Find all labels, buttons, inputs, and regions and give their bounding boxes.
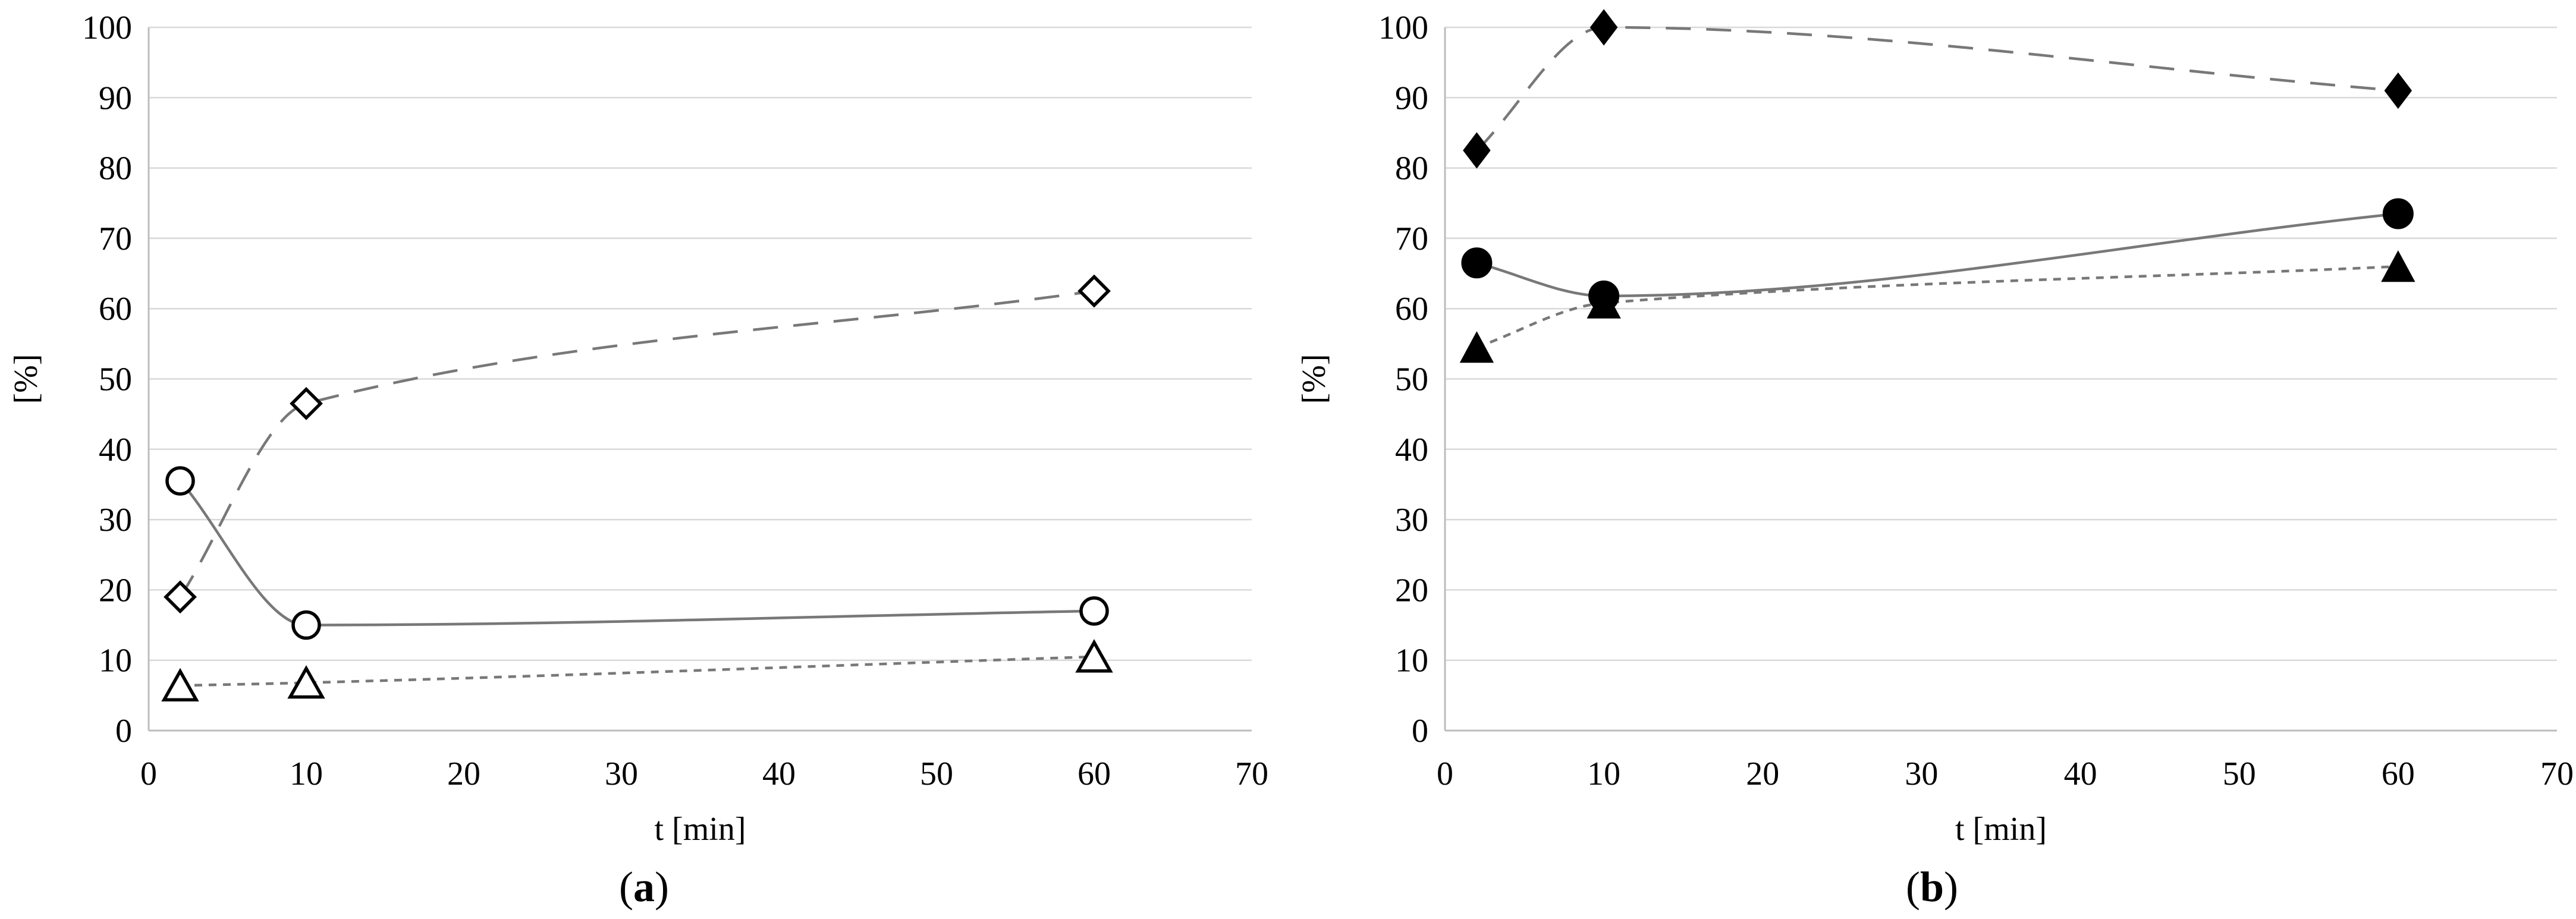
- series-line-circle-solid: [1476, 212, 2399, 298]
- data-point-marker-circle: [2382, 198, 2414, 229]
- x-tick-label: 60: [1077, 756, 1111, 792]
- data-point-marker-diamond: [2384, 72, 2412, 109]
- data-point-marker-diamond: [1077, 274, 1111, 308]
- y-tick-label: 90: [99, 80, 132, 117]
- data-point-marker-diamond: [164, 580, 197, 614]
- y-axis-title: [%]: [8, 354, 45, 404]
- series-line-triangle-dotted: [180, 655, 1095, 687]
- x-tick-label: 30: [605, 756, 638, 792]
- data-point-marker-triangle: [1075, 639, 1113, 673]
- series-line-triangle-dotted: [1476, 265, 2398, 349]
- data-point-marker-diamond: [1589, 9, 1618, 46]
- y-tick-label: 100: [1378, 10, 1428, 46]
- x-tick-label: 50: [920, 756, 953, 792]
- x-tick-label: 40: [762, 756, 796, 792]
- data-point-marker-triangle: [161, 668, 199, 702]
- x-tick-label: 40: [2064, 756, 2097, 792]
- y-tick-label: 60: [99, 291, 132, 328]
- x-tick-label: 20: [447, 756, 480, 792]
- x-tick-label: 30: [1905, 756, 1938, 792]
- y-tick-label: 20: [1395, 572, 1428, 609]
- y-tick-label: 0: [115, 713, 132, 750]
- x-tick-label: 10: [1587, 756, 1620, 792]
- y-tick-label: 30: [99, 502, 132, 539]
- chart-b-svg: 0 10 20 30 40 50 60 70 80 90 100 0 10 20 30 40 50 60 70 [%]…: [1296, 9, 2574, 911]
- y-tick-label: 70: [1395, 221, 1428, 257]
- panel-b: 0 10 20 30 40 50 60 70 80 90 100 0 10 20 30 40 50 60 70 [%]…: [1288, 0, 2576, 919]
- data-point-marker-circle: [1461, 247, 1493, 279]
- x-tick-label: 20: [1746, 756, 1779, 792]
- y-tick-label: 40: [99, 432, 132, 468]
- y-tick-label: 0: [1412, 713, 1428, 750]
- panel-a: 0 10 20 30 40 50 60 70 80 90 100 0 10 20 30 40 50 60 70 [%]…: [8, 10, 1268, 911]
- x-tick-label: 70: [2540, 756, 2574, 792]
- y-tick-label: 50: [1395, 361, 1428, 398]
- y-tick-label: 10: [99, 643, 132, 679]
- x-tick-label: 70: [1235, 756, 1268, 792]
- series-line-diamond-dashed: [1475, 26, 2399, 152]
- y-tick-label: 10: [1395, 643, 1428, 679]
- y-tick-label: 40: [1395, 432, 1428, 468]
- y-tick-label: 90: [1395, 80, 1428, 117]
- series-line-circle-solid: [179, 480, 1095, 627]
- x-tick-label: 50: [2223, 756, 2256, 792]
- data-point-marker-diamond: [1463, 132, 1491, 169]
- x-tick-label: 60: [2382, 756, 2415, 792]
- data-point-marker-circle: [1079, 596, 1109, 626]
- data-point-marker-triangle: [1459, 331, 1494, 363]
- y-axis-title: [%]: [1296, 354, 1333, 404]
- y-tick-label: 100: [82, 10, 132, 46]
- x-tick-label: 0: [140, 756, 157, 792]
- y-tick-label: 30: [1395, 502, 1428, 539]
- panel-caption: (b): [1906, 863, 1958, 911]
- x-tick-label: 0: [1437, 756, 1453, 792]
- y-tick-label: 20: [99, 572, 132, 609]
- data-point-marker-diamond: [290, 387, 323, 420]
- x-tick-label: 10: [290, 756, 323, 792]
- panel-caption: (a): [619, 863, 669, 911]
- x-axis-title: t [min]: [655, 811, 746, 848]
- data-point-marker-circle: [291, 610, 321, 640]
- data-point-marker-circle: [165, 466, 195, 496]
- series-line-diamond-dashed: [179, 289, 1095, 598]
- data-point-marker-triangle: [2381, 250, 2415, 282]
- x-axis-title: t [min]: [1955, 811, 2047, 848]
- y-tick-label: 80: [1395, 150, 1428, 187]
- data-point-marker-triangle: [287, 665, 325, 699]
- data-point-marker-triangle: [1587, 287, 1621, 319]
- y-tick-label: 70: [99, 221, 132, 257]
- chart-a-svg: 0 10 20 30 40 50 60 70 80 90 100 0 10 20 30 40 50 60 70 [%]…: [8, 10, 1268, 911]
- y-tick-label: 50: [99, 361, 132, 398]
- y-tick-label: 80: [99, 150, 132, 187]
- y-tick-label: 60: [1395, 291, 1428, 328]
